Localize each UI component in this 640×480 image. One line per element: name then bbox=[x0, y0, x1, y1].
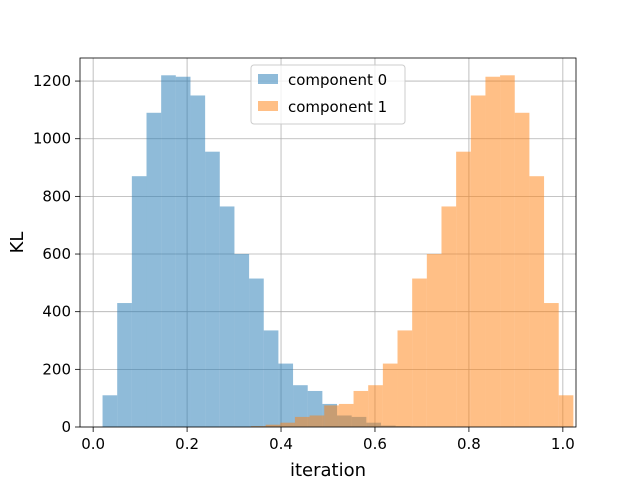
histogram-bar bbox=[102, 395, 118, 427]
y-tick-label: 600 bbox=[42, 245, 71, 263]
y-axis-label: KL bbox=[7, 232, 28, 254]
histogram-bars bbox=[102, 75, 574, 427]
histogram-bar bbox=[500, 75, 515, 427]
histogram-bar bbox=[397, 330, 413, 427]
legend: component 0 component 1 bbox=[250, 64, 406, 125]
histogram-bar bbox=[544, 303, 559, 427]
plot-frame bbox=[79, 57, 577, 428]
y-tick-label: 0 bbox=[61, 418, 71, 436]
x-tick-label: 1.0 bbox=[551, 435, 575, 453]
series-1-bars bbox=[250, 75, 574, 427]
series-0-bars bbox=[102, 75, 411, 427]
histogram-bar bbox=[324, 405, 339, 427]
histogram-bar bbox=[280, 422, 295, 427]
histogram-bar bbox=[161, 75, 176, 427]
histogram-bar bbox=[470, 95, 486, 427]
x-tick-label: 0.6 bbox=[363, 435, 387, 453]
histogram-bar bbox=[412, 278, 427, 427]
y-tick-label: 800 bbox=[42, 187, 71, 205]
histogram-bar bbox=[382, 363, 398, 427]
x-tick-label: 0.4 bbox=[269, 435, 293, 453]
histogram-bar bbox=[265, 424, 281, 427]
histogram-bar bbox=[146, 112, 162, 427]
histogram-bar bbox=[294, 416, 310, 427]
x-axis-label: iteration bbox=[290, 460, 366, 480]
histogram-bar bbox=[250, 426, 266, 427]
histogram-bar bbox=[441, 206, 457, 427]
histogram-bar bbox=[558, 395, 574, 427]
histogram-bar bbox=[456, 151, 471, 427]
y-tick-label: 200 bbox=[42, 360, 71, 378]
histogram-bar bbox=[263, 330, 279, 427]
histogram-bar bbox=[309, 415, 325, 427]
histogram-bar bbox=[426, 254, 442, 427]
histogram-bar bbox=[338, 403, 354, 427]
y-tick-label: 400 bbox=[42, 303, 71, 321]
histogram-bar bbox=[175, 76, 191, 427]
histogram-bar bbox=[353, 390, 369, 427]
histogram-bar bbox=[249, 278, 264, 427]
histogram-bar bbox=[514, 112, 530, 427]
histogram-bar bbox=[368, 385, 383, 427]
histogram-bar bbox=[278, 363, 294, 427]
histogram-bar bbox=[219, 206, 235, 427]
y-tick-label: 1000 bbox=[33, 130, 71, 148]
legend-label-component-1: component 1 bbox=[288, 98, 387, 116]
histogram-bar bbox=[205, 151, 220, 427]
legend-swatch-component-0 bbox=[258, 74, 278, 84]
histogram-bar bbox=[234, 254, 250, 427]
y-tick-label: 1200 bbox=[33, 72, 71, 90]
y-axis-ticks: 0 200 400 600 800 1000 1200 bbox=[33, 72, 80, 436]
x-tick-label: 0.2 bbox=[175, 435, 199, 453]
histogram-bar bbox=[131, 176, 147, 427]
histogram-bar bbox=[529, 176, 545, 427]
histogram-bar bbox=[117, 303, 132, 427]
x-axis-ticks: 0.0 0.2 0.4 0.6 0.8 1.0 bbox=[81, 427, 575, 453]
histogram-bar bbox=[293, 385, 308, 427]
histogram-bar bbox=[485, 76, 501, 427]
x-tick-label: 0.8 bbox=[457, 435, 481, 453]
legend-box bbox=[250, 64, 406, 125]
histogram-bar bbox=[190, 95, 206, 427]
legend-label-component-0: component 0 bbox=[288, 71, 387, 89]
legend-swatch-component-1 bbox=[258, 101, 278, 111]
x-tick-label: 0.0 bbox=[81, 435, 105, 453]
